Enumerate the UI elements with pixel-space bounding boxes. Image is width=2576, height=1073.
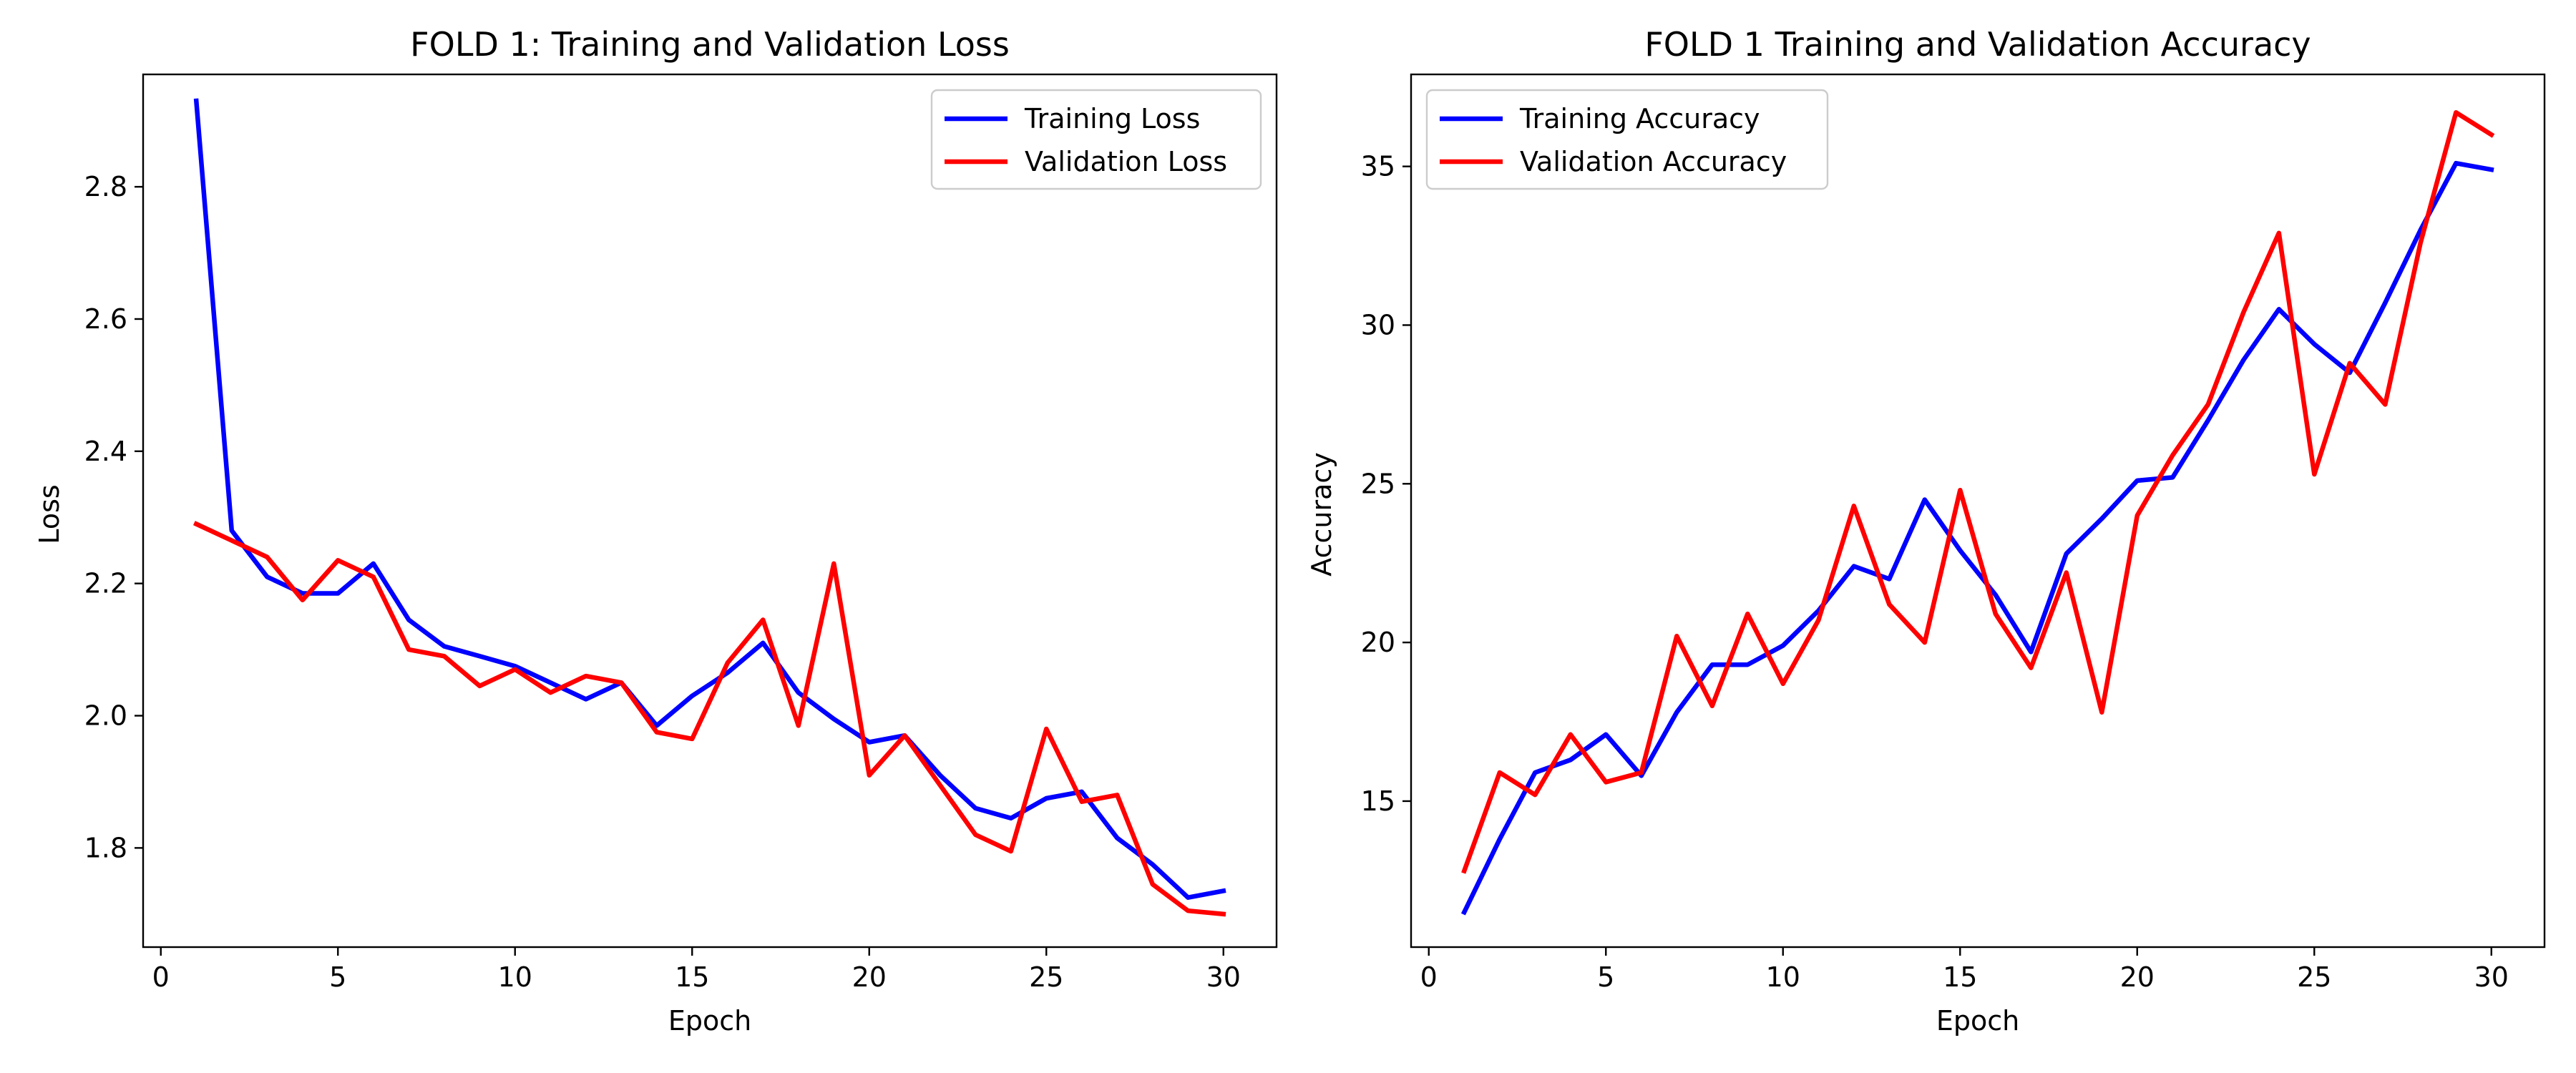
accuracy-axes-frame: [1410, 73, 2546, 949]
accuracy-chart-title: FOLD 1 Training and Validation Accuracy: [1644, 25, 2311, 64]
loss-x-tick-label: 10: [498, 961, 532, 993]
loss-x-tick-label: 25: [1029, 961, 1063, 993]
accuracy-legend-entry: Training Accuracy: [1519, 103, 1760, 134]
loss-y-tick-label: 2.4: [84, 436, 127, 467]
accuracy-legend: Training Accuracy Validation Accuracy: [1425, 89, 1829, 190]
accuracy-chart-panel: FOLD 1 Training and Validation Accuracy …: [1306, 25, 2546, 1037]
loss-y-axis-label: Loss: [34, 484, 65, 544]
loss-x-tick-label: 5: [329, 961, 346, 993]
loss-y-tick-label: 1.8: [84, 832, 127, 863]
loss-x-axis-label: Epoch: [668, 1005, 751, 1037]
loss-chart-title: FOLD 1: Training and Validation Loss: [410, 25, 1010, 64]
accuracy-y-tick-label: 35: [1361, 151, 1395, 182]
accuracy-series-line-training: [1460, 160, 2494, 916]
accuracy-x-tick-label: 0: [1420, 961, 1438, 993]
loss-x-tick-label: 20: [852, 961, 887, 993]
loss-legend-entry: Validation Loss: [1025, 146, 1227, 177]
accuracy-series-line-validation: [1461, 109, 2495, 874]
accuracy-x-tick-label: 15: [1943, 961, 1977, 993]
accuracy-y-tick-label: 25: [1361, 468, 1395, 499]
accuracy-y-tick-label: 15: [1361, 785, 1395, 817]
accuracy-y-tick-label: 30: [1361, 309, 1395, 340]
accuracy-y-axis-label: Accuracy: [1306, 452, 1337, 577]
loss-series-line-validation: [192, 521, 1226, 917]
loss-x-tick-label: 0: [152, 961, 170, 993]
loss-series-line-training: [193, 98, 1226, 900]
loss-axes-frame: [142, 73, 1278, 949]
accuracy-y-tick-label: 20: [1361, 627, 1395, 658]
loss-legend-box: [930, 89, 1262, 190]
accuracy-x-tick-label: 5: [1597, 961, 1614, 993]
loss-legend: Training Loss Validation Loss: [930, 89, 1262, 190]
loss-y-tick-label: 2.0: [84, 700, 127, 732]
accuracy-x-axis-label: Epoch: [1936, 1005, 2019, 1037]
loss-x-tick-label: 15: [675, 961, 709, 993]
accuracy-x-tick-label: 25: [2297, 961, 2331, 993]
accuracy-legend-box: [1425, 89, 1829, 190]
loss-y-tick-label: 2.6: [84, 303, 127, 335]
loss-legend-entry: Training Loss: [1024, 103, 1200, 134]
accuracy-x-tick-label: 30: [2474, 961, 2509, 993]
loss-y-tick-label: 2.8: [84, 171, 127, 202]
accuracy-legend-entry: Validation Accuracy: [1520, 146, 1787, 177]
loss-x-tick-label: 30: [1206, 961, 1241, 993]
loss-chart-panel: FOLD 1: Training and Validation Loss Epo…: [34, 25, 1278, 1037]
accuracy-x-tick-label: 20: [2120, 961, 2155, 993]
accuracy-x-tick-label: 10: [1766, 961, 1800, 993]
loss-y-tick-label: 2.2: [84, 568, 127, 599]
